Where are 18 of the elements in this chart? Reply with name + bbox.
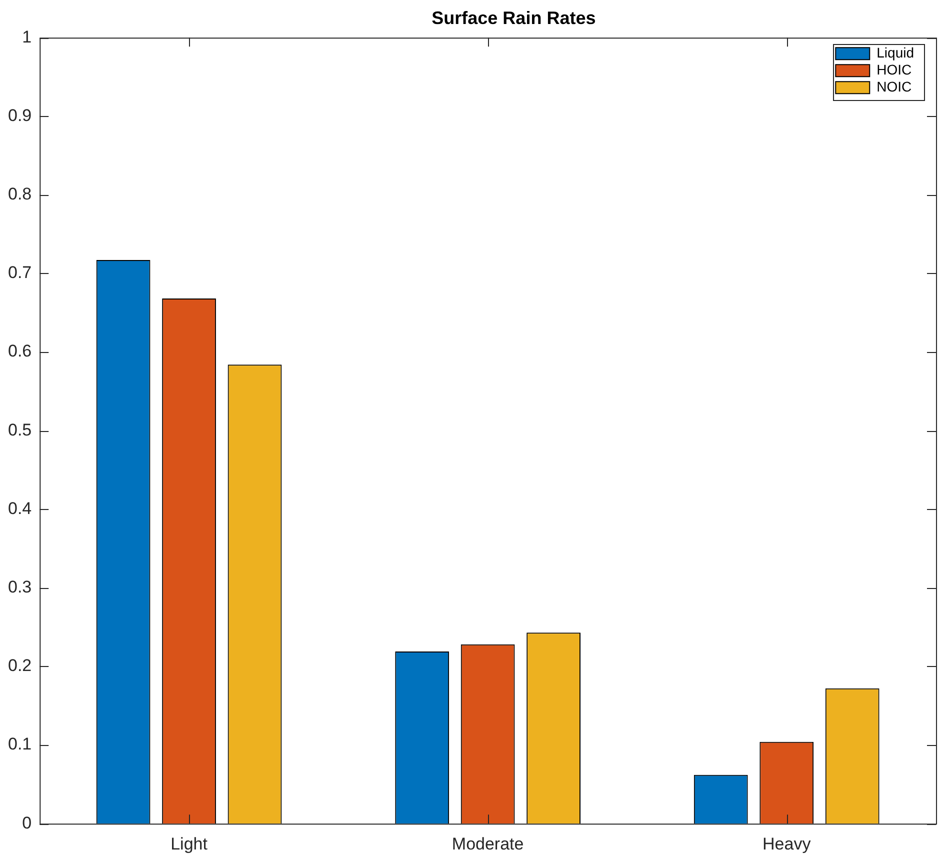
x-tick-label: Heavy — [762, 834, 812, 854]
x-tick-label: Moderate — [452, 834, 524, 854]
y-tick-label: 0 — [22, 813, 32, 832]
y-tick-label: 0.6 — [8, 342, 32, 361]
y-tick-label: 0.2 — [8, 656, 32, 676]
y-tick-label: 0.7 — [8, 263, 32, 282]
x-tick-label: Light — [170, 834, 208, 854]
legend-label: HOIC — [876, 61, 912, 78]
y-tick-label: 0.8 — [8, 184, 32, 204]
legend-label: NOIC — [876, 78, 912, 94]
legend-label: Liquid — [876, 44, 914, 60]
y-tick-label: 0.9 — [8, 106, 32, 125]
y-tick-label: 1 — [22, 27, 32, 46]
y-tick-label: 0.1 — [8, 734, 32, 754]
y-tick-label: 0.3 — [8, 577, 32, 596]
y-tick-label: 0.5 — [8, 420, 32, 440]
chart-title: Surface Rain Rates — [432, 8, 596, 28]
y-tick-label: 0.4 — [8, 498, 32, 518]
